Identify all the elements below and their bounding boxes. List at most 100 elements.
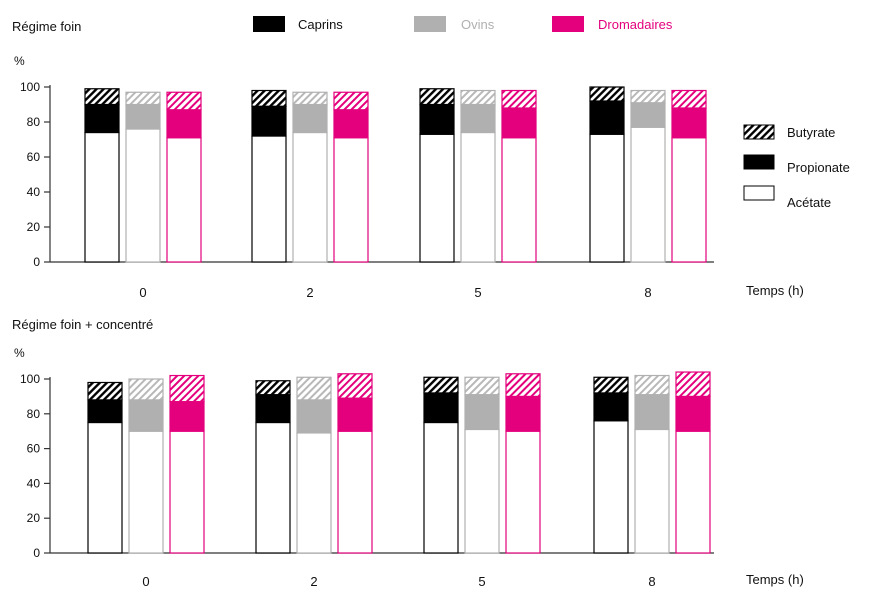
bar-segment-butyrate-caprins	[251, 89, 287, 107]
bar-segment-acetate-dromadaires	[166, 137, 202, 263]
bar-segment-butyrate-ovins	[630, 89, 666, 104]
bar-segment-propionate-ovins	[125, 103, 161, 130]
panel-1-title: Régime foin	[12, 19, 81, 34]
bar-segment-butyrate-dromadaires	[333, 91, 369, 111]
bar-segment-acetate-dromadaires	[675, 430, 711, 554]
legend-swatch-dromadaires	[552, 16, 584, 32]
bar-segment-acetate-dromadaires	[169, 430, 205, 554]
bar-segment-propionate-ovins	[460, 103, 496, 134]
bar-segment-propionate-dromadaires	[333, 109, 369, 139]
y-tick-label: 40	[27, 185, 41, 199]
bar-segment-propionate-ovins	[630, 102, 666, 128]
x-tick-label: 0	[142, 574, 149, 589]
bar-segment-butyrate-caprins	[593, 376, 629, 394]
y-tick-label: 0	[33, 255, 40, 269]
bar-segment-butyrate-dromadaires	[501, 89, 537, 109]
bar-segment-butyrate-dromadaires	[166, 91, 202, 111]
panel-2-ylabel: %	[14, 346, 25, 360]
legend-label-ovins: Ovins	[461, 17, 495, 32]
bar-segment-acetate-caprins	[255, 421, 291, 554]
y-tick-label: 80	[27, 407, 41, 421]
legend-label-butyrate: Butyrate	[787, 125, 835, 140]
x-tick-label: 8	[648, 574, 655, 589]
bar-segment-propionate-ovins	[296, 399, 332, 434]
panel-2-xlabel: Temps (h)	[746, 572, 804, 587]
bar-segment-butyrate-caprins	[255, 380, 291, 396]
x-tick-label: 2	[306, 285, 313, 300]
legend-label-acetate: Acétate	[787, 195, 831, 210]
bar-segment-acetate-dromadaires	[501, 137, 537, 263]
bar-segment-butyrate-ovins	[128, 378, 164, 401]
legend-top: Caprins Ovins Dromadaires	[253, 16, 673, 32]
bar-segment-acetate-ovins	[296, 432, 332, 554]
bar-segment-acetate-ovins	[125, 128, 161, 263]
bar-segment-butyrate-dromadaires	[169, 374, 205, 403]
bar-segment-propionate-dromadaires	[337, 397, 373, 432]
bar-segment-acetate-caprins	[251, 135, 287, 263]
bar-segment-acetate-ovins	[464, 428, 500, 554]
bar-segment-butyrate-ovins	[125, 91, 161, 106]
bar-segment-propionate-ovins	[292, 103, 328, 134]
x-tick-label: 0	[139, 285, 146, 300]
x-tick-label: 8	[644, 285, 651, 300]
bar-segment-propionate-caprins	[84, 103, 120, 134]
legend-label-caprins: Caprins	[298, 17, 343, 32]
bar-segment-acetate-dromadaires	[337, 430, 373, 554]
y-tick-label: 80	[27, 115, 41, 129]
x-tick-label: 5	[478, 574, 485, 589]
bar-segment-propionate-caprins	[87, 399, 123, 424]
bar-segment-propionate-dromadaires	[501, 107, 537, 139]
bar-segment-propionate-ovins	[634, 394, 670, 431]
bar-segment-acetate-caprins	[84, 131, 120, 263]
y-tick-label: 60	[27, 150, 41, 164]
bar-segment-butyrate-caprins	[423, 376, 459, 394]
bar-segment-propionate-caprins	[251, 105, 287, 137]
y-tick-label: 100	[20, 80, 40, 94]
bar-segment-propionate-caprins	[255, 394, 291, 424]
bar-segment-propionate-dromadaires	[505, 395, 541, 432]
y-tick-label: 60	[27, 442, 41, 456]
legend-swatch-caprins	[253, 16, 285, 32]
bar-segment-butyrate-dromadaires	[505, 373, 541, 397]
bar-segment-acetate-caprins	[589, 133, 625, 263]
bar-segment-acetate-ovins	[460, 131, 496, 263]
bar-segment-acetate-ovins	[292, 131, 328, 263]
panel-2-plot: 0 20 40 60 80 100 0 2 5 8	[20, 371, 714, 589]
bar-segment-acetate-ovins	[634, 428, 670, 554]
legend-label-dromadaires: Dromadaires	[598, 17, 673, 32]
bar-segment-butyrate-caprins	[87, 381, 123, 401]
bar-segment-acetate-dromadaires	[671, 137, 707, 263]
bar-segment-butyrate-dromadaires	[675, 371, 711, 398]
bar-segment-butyrate-ovins	[634, 374, 670, 396]
bar-segment-butyrate-caprins	[419, 88, 455, 106]
bar-segment-propionate-caprins	[589, 100, 625, 135]
bar-segment-butyrate-caprins	[589, 86, 625, 102]
bar-segment-propionate-dromadaires	[169, 401, 205, 432]
y-tick-label: 0	[33, 546, 40, 560]
bar-segment-propionate-ovins	[128, 399, 164, 432]
bar-segment-acetate-caprins	[87, 421, 123, 554]
legend-swatch-acetate	[743, 185, 775, 201]
bar-segment-acetate-dromadaires	[333, 137, 369, 263]
legend-label-propionate: Propionate	[787, 160, 850, 175]
panel-1-ylabel: %	[14, 54, 25, 68]
panel-1-xlabel: Temps (h)	[746, 283, 804, 298]
bar-segment-propionate-ovins	[464, 394, 500, 431]
panel-2-title: Régime foin + concentré	[12, 317, 153, 332]
bar-segment-acetate-ovins	[128, 430, 164, 554]
y-tick-label: 100	[20, 372, 40, 386]
y-tick-label: 20	[27, 511, 41, 525]
legend-right: Butyrate Propionate Acétate	[743, 124, 850, 210]
bar-segment-propionate-dromadaires	[675, 395, 711, 432]
bar-segment-butyrate-dromadaires	[671, 89, 707, 109]
bar-segment-acetate-caprins	[423, 421, 459, 554]
bar-segment-acetate-caprins	[419, 133, 455, 263]
bar-segment-butyrate-ovins	[296, 376, 332, 401]
bar-segment-propionate-dromadaires	[166, 109, 202, 139]
y-tick-label: 40	[27, 476, 41, 490]
bar-segment-butyrate-ovins	[292, 91, 328, 106]
bar-segment-acetate-dromadaires	[505, 430, 541, 554]
bar-segment-propionate-caprins	[593, 392, 629, 422]
bar-segment-butyrate-dromadaires	[337, 373, 373, 399]
